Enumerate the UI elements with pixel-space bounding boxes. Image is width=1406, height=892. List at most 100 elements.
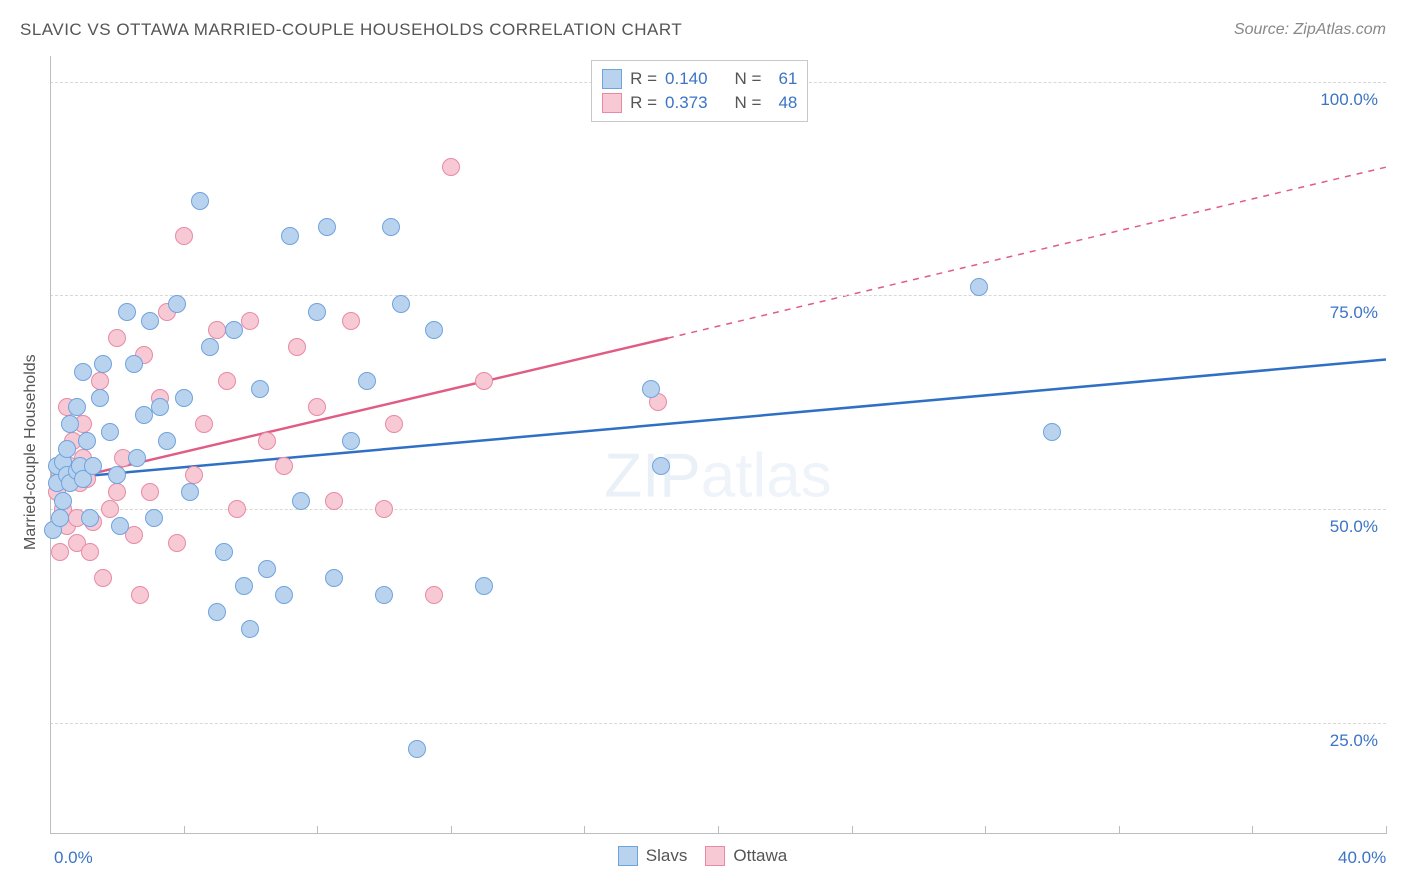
plot-area: ZIPatlas 25.0%50.0%75.0%100.0% bbox=[50, 56, 1386, 834]
slavs-point bbox=[251, 380, 269, 398]
slavs-point bbox=[94, 355, 112, 373]
y-tick-label: 75.0% bbox=[1330, 303, 1378, 323]
trend-lines-layer bbox=[50, 56, 1386, 834]
ottawa-point bbox=[218, 372, 236, 390]
slavs-point bbox=[201, 338, 219, 356]
slavs-point bbox=[191, 192, 209, 210]
slavs-point bbox=[1043, 423, 1061, 441]
x-tick bbox=[317, 826, 318, 834]
ottawa-point bbox=[325, 492, 343, 510]
ottawa-point bbox=[475, 372, 493, 390]
y-tick-label: 25.0% bbox=[1330, 731, 1378, 751]
slavs-point bbox=[168, 295, 186, 313]
slavs-point bbox=[128, 449, 146, 467]
ottawa-point bbox=[108, 329, 126, 347]
gridline bbox=[50, 295, 1386, 296]
slavs-point bbox=[392, 295, 410, 313]
slavs-point bbox=[181, 483, 199, 501]
ottawa-point bbox=[141, 483, 159, 501]
ottawa-point bbox=[258, 432, 276, 450]
slavs-point bbox=[292, 492, 310, 510]
slavs-point bbox=[141, 312, 159, 330]
x-tick bbox=[852, 826, 853, 834]
slavs-point bbox=[215, 543, 233, 561]
slavs-point bbox=[281, 227, 299, 245]
slavs-r-value: 0.140 bbox=[665, 67, 717, 91]
slavs-point bbox=[91, 389, 109, 407]
slavs-point bbox=[225, 321, 243, 339]
y-axis-label: Married-couple Households bbox=[22, 354, 40, 550]
y-axis-line bbox=[50, 56, 51, 834]
n-label: N = bbox=[725, 91, 761, 115]
slavs-point bbox=[208, 603, 226, 621]
slavs-point bbox=[125, 355, 143, 373]
x-tick bbox=[451, 826, 452, 834]
slavs-point bbox=[58, 440, 76, 458]
stats-row-ottawa: R =0.373 N =48 bbox=[602, 91, 797, 115]
ottawa-point bbox=[101, 500, 119, 518]
stats-legend: R =0.140 N =61R =0.373 N =48 bbox=[591, 60, 808, 122]
slavs-swatch-icon bbox=[618, 846, 638, 866]
slavs-point bbox=[54, 492, 72, 510]
slavs-point bbox=[51, 509, 69, 527]
ottawa-point bbox=[81, 543, 99, 561]
ottawa-n-value: 48 bbox=[769, 91, 797, 115]
slavs-point bbox=[158, 432, 176, 450]
slavs-point bbox=[235, 577, 253, 595]
slavs-point bbox=[652, 457, 670, 475]
gridline bbox=[50, 723, 1386, 724]
slavs-point bbox=[425, 321, 443, 339]
slavs-point bbox=[151, 398, 169, 416]
watermark: ZIPatlas bbox=[604, 441, 831, 512]
slavs-point bbox=[118, 303, 136, 321]
x-tick bbox=[1252, 826, 1253, 834]
slavs-point bbox=[145, 509, 163, 527]
ottawa-point bbox=[91, 372, 109, 390]
x-tick bbox=[718, 826, 719, 834]
slavs-point bbox=[408, 740, 426, 758]
stats-row-slavs: R =0.140 N =61 bbox=[602, 67, 797, 91]
slavs-point bbox=[342, 432, 360, 450]
series-legend: Slavs Ottawa bbox=[618, 846, 787, 866]
slavs-point bbox=[81, 509, 99, 527]
slavs-point bbox=[375, 586, 393, 604]
slavs-legend-label: Slavs bbox=[646, 846, 688, 866]
ottawa-point bbox=[275, 457, 293, 475]
gridline bbox=[50, 509, 1386, 510]
slavs-point bbox=[308, 303, 326, 321]
slavs-point bbox=[108, 466, 126, 484]
slavs-point bbox=[970, 278, 988, 296]
slavs-point bbox=[258, 560, 276, 578]
x-tick bbox=[50, 826, 51, 834]
x-tick bbox=[1119, 826, 1120, 834]
x-tick bbox=[985, 826, 986, 834]
slavs-point bbox=[84, 457, 102, 475]
slavs-point bbox=[74, 363, 92, 381]
x-tick bbox=[584, 826, 585, 834]
x-tick bbox=[184, 826, 185, 834]
slavs-point bbox=[642, 380, 660, 398]
ottawa-point bbox=[185, 466, 203, 484]
slavs-n-value: 61 bbox=[769, 67, 797, 91]
ottawa-point bbox=[51, 543, 69, 561]
legend-item-slavs: Slavs bbox=[618, 846, 688, 866]
slavs-point bbox=[101, 423, 119, 441]
n-label: N = bbox=[725, 67, 761, 91]
slavs-point bbox=[241, 620, 259, 638]
ottawa-point bbox=[195, 415, 213, 433]
ottawa-point bbox=[342, 312, 360, 330]
source-label: Source: ZipAtlas.com bbox=[1234, 21, 1386, 39]
chart-title: SLAVIC VS OTTAWA MARRIED-COUPLE HOUSEHOL… bbox=[20, 20, 682, 40]
slavs-point bbox=[61, 415, 79, 433]
slavs-point bbox=[325, 569, 343, 587]
slavs-point bbox=[318, 218, 336, 236]
r-label: R = bbox=[630, 91, 657, 115]
ottawa-point bbox=[375, 500, 393, 518]
ottawa-point bbox=[228, 500, 246, 518]
legend-item-ottawa: Ottawa bbox=[705, 846, 787, 866]
slavs-point bbox=[275, 586, 293, 604]
ottawa-swatch-icon bbox=[602, 93, 622, 113]
ottawa-point bbox=[442, 158, 460, 176]
ottawa-point bbox=[131, 586, 149, 604]
slavs-point bbox=[175, 389, 193, 407]
